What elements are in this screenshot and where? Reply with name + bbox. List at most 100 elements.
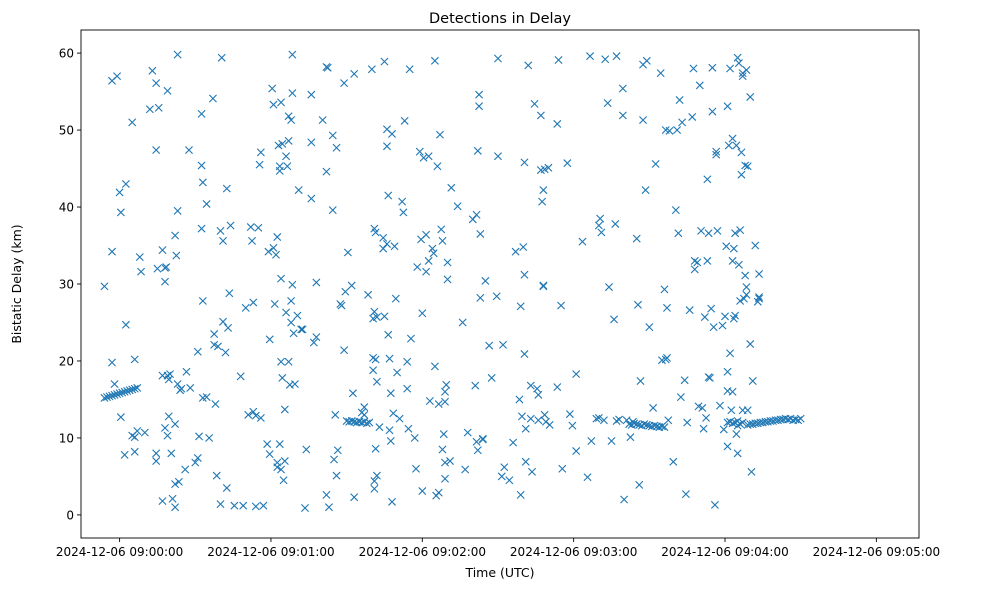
y-tick-label: 60 xyxy=(59,47,74,61)
data-point xyxy=(746,340,755,349)
data-point xyxy=(424,152,433,161)
data-point xyxy=(100,393,109,402)
data-point xyxy=(171,503,180,512)
data-point xyxy=(182,367,191,376)
data-point xyxy=(733,449,742,458)
data-point xyxy=(202,393,211,402)
data-point xyxy=(583,473,592,482)
data-point xyxy=(193,347,202,356)
data-point xyxy=(558,464,567,473)
data-point xyxy=(724,141,733,150)
data-point xyxy=(732,430,741,439)
data-point xyxy=(379,244,388,253)
data-point xyxy=(675,96,684,105)
data-point xyxy=(372,377,381,386)
data-point xyxy=(519,243,528,252)
data-point xyxy=(728,419,737,428)
data-point xyxy=(505,476,514,485)
data-point xyxy=(755,293,764,302)
data-point xyxy=(737,148,746,157)
data-point xyxy=(663,353,671,362)
data-point xyxy=(108,247,117,256)
data-point xyxy=(553,119,562,128)
data-point xyxy=(472,210,481,219)
data-point xyxy=(370,477,379,486)
data-point xyxy=(205,433,214,442)
data-point xyxy=(388,129,397,138)
data-point xyxy=(400,116,409,125)
data-point xyxy=(681,490,690,499)
data-point xyxy=(718,321,727,330)
data-point xyxy=(174,477,183,486)
data-point xyxy=(239,501,248,510)
data-point xyxy=(186,383,195,392)
data-point xyxy=(572,370,581,379)
data-point xyxy=(297,325,306,334)
data-point xyxy=(728,256,737,265)
data-point xyxy=(678,118,687,127)
data-point xyxy=(544,163,553,172)
data-point xyxy=(708,63,717,72)
data-point xyxy=(723,442,732,451)
data-point xyxy=(269,243,278,252)
data-point xyxy=(282,308,291,317)
data-point xyxy=(128,118,137,127)
data-point xyxy=(312,278,321,287)
data-point xyxy=(130,355,139,364)
data-point xyxy=(493,54,502,63)
data-point xyxy=(340,79,349,88)
data-point xyxy=(273,463,282,472)
data-point xyxy=(208,94,217,103)
data-point xyxy=(322,167,331,176)
data-point xyxy=(164,412,173,421)
data-point xyxy=(424,256,433,265)
data-point xyxy=(557,301,566,310)
data-point xyxy=(715,401,724,410)
data-point xyxy=(472,437,481,446)
data-point xyxy=(110,380,119,389)
data-point xyxy=(746,92,755,101)
data-point xyxy=(115,389,124,398)
data-point xyxy=(572,447,581,456)
data-point xyxy=(152,457,161,466)
data-point xyxy=(632,420,641,429)
data-point xyxy=(422,230,431,239)
data-point xyxy=(453,202,462,211)
data-point xyxy=(158,497,167,506)
data-point xyxy=(162,263,171,272)
data-point xyxy=(422,267,431,276)
data-point xyxy=(256,413,265,422)
data-point xyxy=(153,264,162,273)
data-point xyxy=(705,373,714,382)
data-point xyxy=(278,373,287,382)
data-point xyxy=(517,412,526,421)
x-tick-label: 2024-12-06 09:05:00 xyxy=(813,545,940,559)
data-point xyxy=(404,424,413,433)
data-point xyxy=(270,300,279,309)
data-point xyxy=(594,221,603,230)
data-point xyxy=(418,309,427,318)
data-point xyxy=(618,111,627,120)
y-tick-label: 50 xyxy=(59,124,74,138)
data-point xyxy=(526,414,535,423)
data-point xyxy=(723,102,732,111)
data-point xyxy=(441,397,449,406)
data-point xyxy=(280,405,289,414)
data-point xyxy=(481,276,490,285)
data-point xyxy=(277,465,286,474)
data-point xyxy=(241,303,250,312)
data-point xyxy=(171,231,180,240)
data-point xyxy=(618,84,627,93)
data-point xyxy=(533,384,542,393)
data-point xyxy=(362,419,371,428)
data-point xyxy=(493,152,502,161)
data-point xyxy=(515,395,524,404)
data-point xyxy=(100,282,109,291)
data-point xyxy=(380,57,389,66)
data-point xyxy=(298,325,307,334)
data-point xyxy=(137,267,146,276)
data-point xyxy=(471,381,480,390)
data-point xyxy=(712,150,721,159)
data-point xyxy=(211,400,220,409)
